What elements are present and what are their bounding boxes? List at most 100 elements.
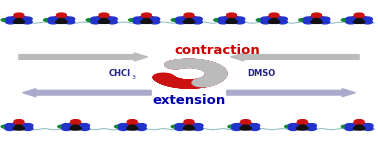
Ellipse shape	[199, 76, 220, 84]
Ellipse shape	[102, 19, 112, 23]
Ellipse shape	[206, 69, 227, 77]
Ellipse shape	[201, 75, 222, 83]
Ellipse shape	[244, 123, 254, 127]
Ellipse shape	[167, 60, 188, 68]
Ellipse shape	[189, 60, 210, 68]
Ellipse shape	[13, 20, 21, 23]
Ellipse shape	[160, 77, 181, 85]
Ellipse shape	[272, 20, 280, 23]
Ellipse shape	[127, 127, 134, 130]
Ellipse shape	[11, 123, 21, 127]
Ellipse shape	[13, 127, 21, 130]
Ellipse shape	[1, 125, 8, 128]
Ellipse shape	[363, 124, 373, 127]
Ellipse shape	[154, 74, 175, 82]
Ellipse shape	[171, 19, 178, 21]
Ellipse shape	[205, 72, 226, 80]
Ellipse shape	[186, 60, 208, 68]
Ellipse shape	[62, 124, 71, 127]
Ellipse shape	[189, 79, 211, 87]
Ellipse shape	[201, 64, 222, 72]
Ellipse shape	[270, 19, 278, 21]
Ellipse shape	[288, 124, 298, 127]
Ellipse shape	[184, 60, 205, 68]
Ellipse shape	[206, 70, 227, 78]
Ellipse shape	[177, 69, 201, 78]
Ellipse shape	[71, 120, 81, 124]
Ellipse shape	[203, 66, 225, 74]
Ellipse shape	[15, 19, 23, 21]
Ellipse shape	[244, 127, 251, 130]
Text: DMSO: DMSO	[248, 69, 276, 78]
Ellipse shape	[199, 77, 220, 85]
Ellipse shape	[202, 75, 223, 83]
Ellipse shape	[80, 124, 90, 127]
Ellipse shape	[198, 63, 220, 71]
Ellipse shape	[345, 127, 355, 130]
Ellipse shape	[186, 80, 208, 88]
Ellipse shape	[17, 19, 27, 23]
Ellipse shape	[43, 19, 50, 21]
Ellipse shape	[203, 74, 225, 82]
Ellipse shape	[192, 79, 213, 87]
Ellipse shape	[173, 60, 194, 68]
Ellipse shape	[201, 64, 222, 72]
Ellipse shape	[138, 16, 148, 20]
Ellipse shape	[181, 80, 202, 88]
Ellipse shape	[185, 60, 206, 68]
Ellipse shape	[194, 61, 215, 69]
Ellipse shape	[198, 77, 219, 85]
Ellipse shape	[150, 17, 160, 21]
Ellipse shape	[214, 19, 220, 21]
Ellipse shape	[204, 67, 226, 75]
Ellipse shape	[357, 127, 365, 130]
Ellipse shape	[178, 59, 199, 67]
Ellipse shape	[96, 19, 106, 23]
Ellipse shape	[301, 126, 310, 129]
Ellipse shape	[5, 127, 15, 130]
Ellipse shape	[250, 127, 260, 130]
Ellipse shape	[5, 124, 15, 127]
Ellipse shape	[179, 59, 200, 67]
Ellipse shape	[230, 16, 240, 20]
Ellipse shape	[118, 124, 128, 127]
Ellipse shape	[192, 79, 213, 87]
FancyArrow shape	[227, 89, 355, 97]
Ellipse shape	[357, 19, 367, 23]
Ellipse shape	[153, 73, 174, 81]
Ellipse shape	[65, 17, 74, 21]
Ellipse shape	[228, 125, 235, 128]
Ellipse shape	[187, 60, 209, 68]
Ellipse shape	[203, 66, 225, 74]
Ellipse shape	[53, 19, 63, 23]
Ellipse shape	[176, 17, 186, 21]
Ellipse shape	[206, 69, 227, 77]
Ellipse shape	[156, 76, 178, 84]
Ellipse shape	[193, 124, 203, 127]
Ellipse shape	[198, 62, 219, 71]
Ellipse shape	[102, 20, 110, 23]
Ellipse shape	[17, 16, 27, 20]
Ellipse shape	[70, 127, 77, 130]
Ellipse shape	[189, 60, 210, 68]
Ellipse shape	[357, 123, 367, 127]
Ellipse shape	[180, 80, 201, 88]
Ellipse shape	[192, 61, 214, 69]
Ellipse shape	[250, 124, 260, 127]
Ellipse shape	[320, 20, 330, 24]
Ellipse shape	[194, 61, 215, 69]
Ellipse shape	[194, 78, 215, 86]
Ellipse shape	[48, 17, 58, 21]
Ellipse shape	[74, 123, 84, 127]
Ellipse shape	[181, 16, 191, 20]
Ellipse shape	[198, 77, 220, 85]
Ellipse shape	[173, 80, 194, 88]
Ellipse shape	[161, 78, 182, 86]
Ellipse shape	[183, 127, 191, 130]
Ellipse shape	[136, 124, 146, 127]
Ellipse shape	[22, 17, 32, 21]
Ellipse shape	[311, 13, 321, 17]
Ellipse shape	[11, 19, 21, 23]
Ellipse shape	[189, 79, 210, 87]
Ellipse shape	[204, 66, 225, 74]
